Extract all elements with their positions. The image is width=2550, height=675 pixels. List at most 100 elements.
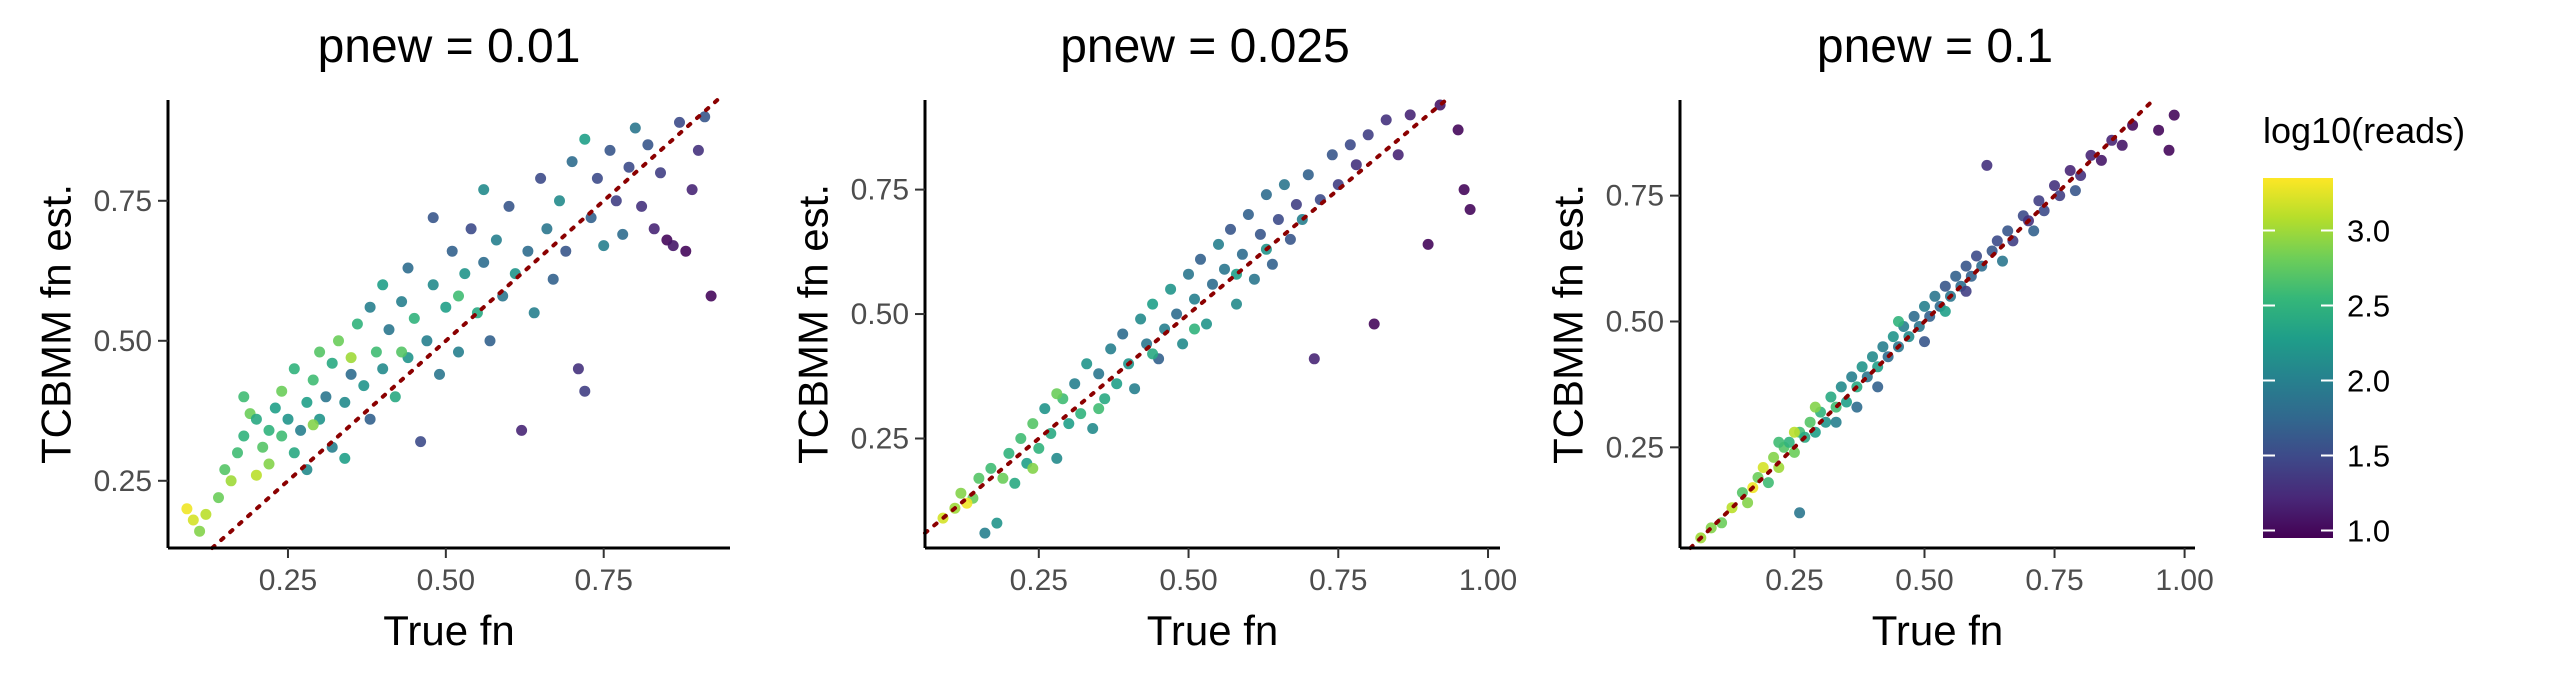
scatter-point [377,363,389,375]
scatter-point [238,430,250,442]
scatter-point [307,374,319,386]
scatter-point [991,517,1003,529]
scatter-point [1027,462,1039,474]
x-tick-label: 0.75 [2025,564,2083,597]
scatter-point [351,318,363,330]
scatter-point [484,335,496,347]
scatter-point [1452,124,1464,136]
scatter-point [1272,214,1284,225]
scatter-point [973,472,985,484]
y-tick-label: 0.25 [1606,431,1664,464]
scatter-point [408,312,420,324]
scatter-point [1051,388,1063,400]
scatter-point [2168,109,2180,121]
scatter-point [1788,446,1800,458]
scatter-points [937,99,1476,539]
scatter-point [1960,260,1972,272]
scatter-point [955,487,967,499]
scatter-point [1308,353,1320,365]
scatter-point [1380,114,1392,126]
scatter-point [1242,209,1254,220]
scatter-point [333,335,344,347]
scatter-point [699,111,711,123]
scatter-point [446,245,458,257]
scatter-point [1195,253,1206,265]
scatter-point [1236,248,1248,260]
scatter-point [1877,341,1889,353]
scatter-point [1773,436,1785,448]
scatter-point [1362,129,1374,141]
scatter-point [1960,285,1972,297]
colorbar-tick-label: 2.0 [2347,364,2390,399]
scatter-point [1207,278,1218,290]
scatter-point [345,368,357,380]
scatter-point [535,172,547,184]
y-tick-label: 0.75 [1606,180,1664,213]
scatter-point [358,380,370,392]
scatter-points [181,111,717,537]
scatter-point [1201,318,1212,330]
scatter-point [1051,452,1063,464]
panel-pnew-0.1: pnew = 0.1 0.25 0.50 0.75 1.00 0.25 0.50 0.75 Tr… [1545,20,2214,654]
scatter-point [2054,190,2066,202]
scatter-point [263,458,275,470]
scatter-point [1189,323,1200,335]
scatter-point [181,503,193,515]
panel-title: pnew = 0.025 [1060,20,1350,73]
scatter-point [1841,396,1852,408]
scatter-point [1768,451,1780,463]
scatter-point [547,273,559,285]
scatter-point [705,290,717,302]
scatter-point [1851,401,1863,413]
scatter-point [1099,393,1111,405]
scatter-point [282,413,294,425]
scatter-point [1254,228,1266,240]
scatter-point [459,268,471,280]
x-tick-label: 0.25 [1010,564,1068,597]
scatter-point [1939,280,1951,292]
scatter-point [1165,283,1177,295]
scatter-point [1919,336,1930,348]
scatter-point [617,228,629,240]
scatter-point [1997,255,2008,267]
y-tick-label: 0.75 [851,174,909,207]
scatter-point [2085,149,2097,161]
scatter-point [2002,225,2014,237]
scatter-point [1302,169,1314,181]
scatter-point [1260,189,1272,201]
scatter-point [629,122,641,134]
scatter-point [997,472,1009,484]
scatter-point [434,368,445,380]
scatter-point [1027,418,1039,430]
x-tick-label: 0.50 [1159,564,1217,597]
scatter-point [219,464,231,476]
scatter-point [692,144,704,156]
scatter-point [238,391,250,403]
scatter-point [674,116,685,128]
colorbar-tick-label: 2.5 [2347,289,2390,324]
scatter-point [1284,233,1296,245]
y-tick-label: 0.50 [94,325,152,358]
scatter-point [1856,361,1868,373]
scatter-point [1069,378,1081,390]
scatter-point [2163,144,2175,156]
scatter-point [1033,442,1045,454]
scatter-point [572,363,584,375]
x-tick-label: 1.00 [2155,564,2213,597]
y-tick-label: 0.25 [94,465,152,498]
scatter-point [1893,316,1904,327]
scatter-point [453,290,464,302]
scatter-point [1219,263,1230,275]
x-tick-label: 0.75 [575,564,633,597]
scatter-point [560,245,572,257]
scatter-point [1183,268,1194,280]
legend-title: log10(reads) [2263,110,2465,151]
x-axis-title: True fn [1872,607,2004,654]
scatter-point [2116,139,2128,151]
scatter-point [604,144,616,156]
scatter-point [1794,507,1806,519]
scatter-point [232,447,243,459]
y-axis-title: TCBMM fn est. [790,184,837,464]
scatter-point [402,262,414,274]
scatter-point [396,346,408,358]
